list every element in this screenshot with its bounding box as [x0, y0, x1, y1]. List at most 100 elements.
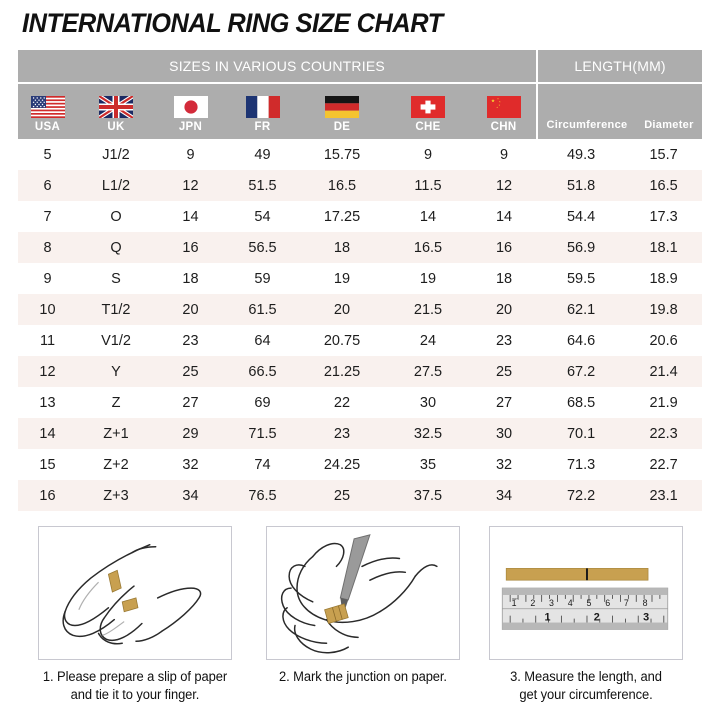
- cell-de: 23: [333, 425, 351, 442]
- size-chart-table-container: SIZES IN VARIOUS COUNTRIES LENGTH(MM): [18, 50, 703, 511]
- column-label-jpn: JPN: [178, 121, 203, 133]
- cell-diameter: 18.9: [649, 270, 678, 287]
- step-3-caption-line2: get your circumference.: [519, 687, 653, 702]
- table-row: 9 S 18 59 19 19 18 59.5 18.9: [18, 263, 703, 294]
- cell-fr: 56.5: [248, 239, 277, 256]
- svg-text:1: 1: [545, 612, 551, 624]
- page-title: INTERNATIONAL RING SIZE CHART: [22, 8, 443, 38]
- table-row: 13 Z 27 69 22 30 27 68.5 21.9: [18, 387, 703, 418]
- instruction-steps: 1. Please prepare a slip of paper and ti…: [0, 526, 720, 720]
- table-row: 16 Z+3 34 76.5 25 37.5 34 72.2 23.1: [18, 480, 703, 511]
- cell-de: 21.25: [323, 363, 361, 380]
- cell-chn: 14: [495, 208, 513, 225]
- country-header-row: USA: [18, 83, 703, 139]
- cell-uk: Z+2: [103, 456, 129, 473]
- group-header-sizes: SIZES IN VARIOUS COUNTRIES: [18, 50, 539, 84]
- svg-text:6: 6: [605, 598, 610, 608]
- cell-che: 30: [419, 394, 437, 411]
- column-header-uk: UK: [77, 83, 155, 139]
- cell-usa: 9: [43, 270, 52, 287]
- cell-circumference: 70.1: [566, 425, 596, 442]
- flag-fr-icon: [245, 96, 280, 118]
- cell-uk: O: [110, 208, 122, 225]
- cell-che: 9: [423, 146, 433, 163]
- flag-jpn-icon: [173, 96, 208, 118]
- table-header: SIZES IN VARIOUS COUNTRIES LENGTH(MM): [18, 50, 703, 139]
- cell-chn: 25: [495, 363, 513, 380]
- cell-diameter: 18.1: [649, 239, 678, 256]
- column-label-chn: CHN: [490, 121, 517, 133]
- step-3-caption: 3. Measure the length, and get your circ…: [493, 668, 679, 704]
- cell-circumference: 64.6: [566, 332, 596, 349]
- cell-circumference: 59.5: [566, 270, 596, 287]
- hand-marking-paper-with-pen-icon: [280, 534, 438, 654]
- column-header-chn: CHN: [471, 83, 538, 139]
- cell-chn: 16: [495, 239, 513, 256]
- column-label-fr: FR: [254, 121, 271, 133]
- step-2-illustration-box: [266, 526, 460, 660]
- svg-text:4: 4: [568, 598, 573, 608]
- svg-text:7: 7: [624, 598, 629, 608]
- cell-uk: Q: [110, 239, 122, 256]
- cell-fr: 71.5: [248, 425, 277, 442]
- cell-uk: S: [111, 270, 121, 287]
- column-label-uk: UK: [107, 121, 125, 133]
- cell-circumference: 49.3: [566, 146, 596, 163]
- cell-uk: V1/2: [101, 332, 131, 349]
- cell-chn: 20: [495, 301, 513, 318]
- cell-usa: 14: [39, 425, 56, 442]
- cell-jpn: 16: [182, 239, 199, 256]
- cell-circumference: 54.4: [566, 208, 596, 225]
- paper-strip-3: [505, 568, 649, 581]
- group-header-length: LENGTH(MM): [537, 50, 703, 84]
- column-label-usa: USA: [34, 121, 61, 133]
- cell-usa: 13: [39, 394, 56, 411]
- cell-de: 16.5: [327, 177, 357, 194]
- instruction-step-2: 2. Mark the junction on paper.: [266, 526, 460, 686]
- cell-jpn: 34: [182, 487, 199, 504]
- svg-text:5: 5: [586, 598, 591, 608]
- cell-fr: 74: [254, 456, 271, 473]
- paper-strip-1: [107, 569, 139, 613]
- table-row: 6 L1/2 12 51.5 16.5 11.5 12 51.8 16.5: [18, 170, 703, 201]
- group-header-row: SIZES IN VARIOUS COUNTRIES LENGTH(MM): [18, 50, 703, 84]
- cell-chn: 18: [495, 270, 513, 287]
- table-row: 10 T1/2 20 61.5 20 21.5 20 62.1 19.8: [18, 294, 703, 325]
- cell-fr: 61.5: [248, 301, 277, 318]
- cell-uk: L1/2: [101, 177, 131, 194]
- cell-che: 14: [419, 208, 437, 225]
- cell-diameter: 15.7: [649, 146, 678, 163]
- cell-chn: 30: [495, 425, 513, 442]
- cell-circumference: 51.8: [566, 177, 596, 194]
- cell-jpn: 23: [182, 332, 199, 349]
- step-1-caption-line2: and tie it to your finger.: [70, 687, 200, 702]
- cell-jpn: 29: [182, 425, 199, 442]
- cell-jpn: 25: [182, 363, 199, 380]
- svg-text:mm: mm: [512, 596, 519, 601]
- cell-usa: 16: [39, 487, 56, 504]
- cell-chn: 27: [495, 394, 513, 411]
- svg-text:3: 3: [643, 612, 649, 624]
- cell-de: 24.25: [323, 456, 361, 473]
- svg-text:3: 3: [549, 598, 554, 608]
- step-2-caption: 2. Mark the junction on paper.: [270, 668, 456, 686]
- pen-icon: [339, 534, 371, 612]
- cell-chn: 32: [495, 456, 513, 473]
- cell-de: 18: [333, 239, 351, 256]
- step-3-caption-line1: 3. Measure the length, and: [510, 669, 662, 684]
- cell-che: 37.5: [413, 487, 443, 504]
- flag-usa-icon: [30, 96, 65, 118]
- flag-uk-icon: [99, 96, 133, 118]
- cell-uk: Z+1: [103, 425, 129, 442]
- cell-usa: 6: [43, 177, 52, 194]
- cell-diameter: 22.7: [649, 456, 678, 473]
- svg-text:2: 2: [530, 598, 535, 608]
- cell-uk: Z: [111, 394, 121, 411]
- cell-jpn: 18: [182, 270, 199, 287]
- step-1-caption: 1. Please prepare a slip of paper and ti…: [42, 668, 228, 704]
- cell-che: 35: [419, 456, 437, 473]
- cell-fr: 54: [254, 208, 271, 225]
- column-header-jpn: JPN: [155, 83, 226, 139]
- column-header-de: DE: [299, 83, 385, 139]
